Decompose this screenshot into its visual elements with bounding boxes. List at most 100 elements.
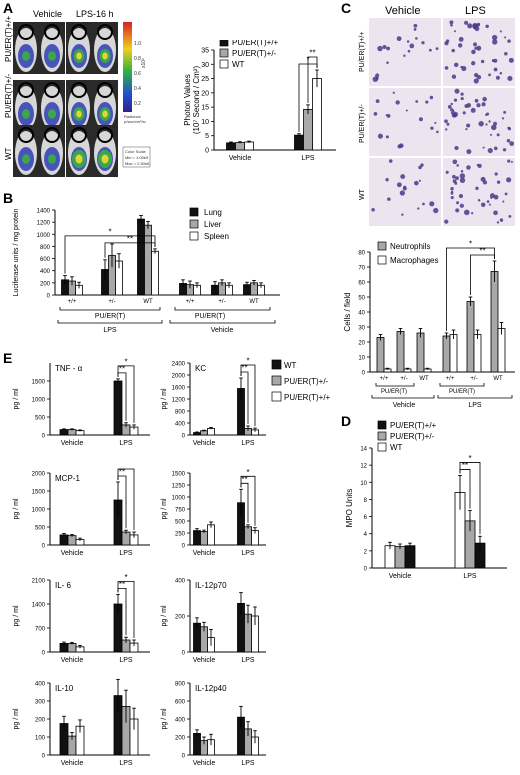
significance-bracket xyxy=(104,242,156,258)
y-tick-label: 30 xyxy=(201,62,209,69)
y-tick-label: 750 xyxy=(175,508,186,514)
caption-bracket xyxy=(59,307,161,311)
stained-cell xyxy=(413,23,418,28)
significance-label: * xyxy=(124,357,127,366)
colorbar-caption-line: Max = 2.50e6 xyxy=(125,161,150,166)
legend-item-pm: PU/ER(T)+/- xyxy=(271,375,329,386)
stained-cell xyxy=(375,76,379,80)
significance-label: * xyxy=(246,468,249,477)
stained-cell xyxy=(454,145,459,151)
stained-cell xyxy=(461,65,467,72)
stained-cell xyxy=(450,187,454,191)
significance-label: ** xyxy=(127,234,133,243)
y-tick-label: 600 xyxy=(175,700,186,706)
legend-swatch xyxy=(219,40,229,47)
stained-cell xyxy=(445,170,449,174)
bar xyxy=(376,337,385,373)
stained-cell xyxy=(488,120,491,123)
stained-cell xyxy=(494,172,498,176)
stained-cell xyxy=(417,207,420,210)
row-label-pu-er-pp: PU/ER(T)+/+ xyxy=(359,32,366,72)
stained-cell xyxy=(473,42,477,47)
chart-title: IL-12p40 xyxy=(195,684,227,693)
stained-cell xyxy=(429,201,435,207)
panel-label-d: D xyxy=(341,413,352,429)
roi-circle xyxy=(18,82,34,98)
stained-cell xyxy=(504,192,508,196)
stained-cell xyxy=(504,36,507,39)
significance-bracket xyxy=(459,469,471,509)
stained-cell xyxy=(386,46,391,51)
stained-cell xyxy=(388,159,393,163)
signal-yellow xyxy=(101,154,109,164)
stained-cell xyxy=(474,46,478,50)
y-tick-label: 2100 xyxy=(32,579,46,585)
y-tick-label: 1500 xyxy=(172,472,186,478)
stained-cell xyxy=(504,51,508,56)
y-tick-label: 14 xyxy=(360,447,367,453)
stained-cell xyxy=(474,98,479,103)
y-tick-label: 700 xyxy=(35,627,46,633)
stained-cell xyxy=(405,109,408,112)
stained-cell xyxy=(466,123,471,128)
y-tick-label: 250 xyxy=(175,532,186,538)
chart-il-6: 0 700 1400 2100 pg / ml IL- 6 Vehicle LPS *** xyxy=(13,573,150,664)
stained-cell xyxy=(456,164,459,167)
bar xyxy=(151,250,159,296)
chart-cells-per-field: 0 10 20 30 40 50 60 70 80 Cells / field +/+ +/- WT +/… xyxy=(343,240,515,409)
y-tick-label: 60 xyxy=(358,281,365,287)
stained-cell xyxy=(450,102,453,106)
x-tick-label: +/+ xyxy=(68,299,77,305)
legend-label: Spleen xyxy=(204,232,229,241)
x-tick-label: Vehicle xyxy=(61,760,84,767)
stained-cell xyxy=(386,61,389,64)
stained-cell xyxy=(472,22,478,29)
stained-cell xyxy=(385,177,389,182)
x-tick-label: LPS xyxy=(119,440,133,447)
stained-cell xyxy=(510,160,513,163)
y-axis-label: pg / ml xyxy=(13,605,20,626)
x-tick-label: Vehicle xyxy=(193,550,216,557)
x-tick-label: Vehicle xyxy=(193,657,216,664)
stained-cell xyxy=(444,41,449,46)
roi-circle xyxy=(18,24,34,40)
colorbar-tick: 1.0 xyxy=(134,41,141,47)
stained-cell xyxy=(373,112,378,116)
stained-cell xyxy=(508,57,514,63)
y-tick-label: 10 xyxy=(360,481,367,487)
bar xyxy=(394,546,406,569)
svg-text:WT: WT xyxy=(284,361,297,370)
y-tick-label: 15 xyxy=(201,105,209,112)
bar xyxy=(404,545,416,569)
significance-bracket xyxy=(117,372,127,421)
legend-swatch xyxy=(377,420,387,430)
bar xyxy=(67,429,77,436)
stained-cell xyxy=(452,174,456,179)
bar xyxy=(226,142,236,151)
legend-swatch xyxy=(377,442,387,452)
y-tick-label: 0 xyxy=(42,544,46,550)
roi-circle xyxy=(18,127,34,143)
significance-label: * xyxy=(246,357,249,366)
y-tick-label: 500 xyxy=(175,520,186,526)
stained-cell xyxy=(476,163,480,167)
bar xyxy=(303,109,313,151)
caption-genotype: PU/ER(T) xyxy=(195,313,225,320)
caption-treatment: Vehicle xyxy=(393,402,416,409)
x-tick-label: +/- xyxy=(218,299,225,305)
stained-cell xyxy=(496,133,500,137)
mouse-image xyxy=(13,22,65,74)
y-tick-label: 10 xyxy=(201,119,209,126)
x-tick-label: Vehicle xyxy=(193,760,216,767)
row-label-pu-er-pm: PU/ER(T)+/- xyxy=(359,104,366,143)
y-tick-label: 1500 xyxy=(32,380,46,386)
col-label-lps: LPS-16 h xyxy=(76,9,114,19)
col-label-vehicle: Vehicle xyxy=(33,9,62,19)
stained-cell xyxy=(508,214,512,218)
stained-cell xyxy=(421,41,425,45)
stained-cell xyxy=(463,209,470,216)
caption-bracket xyxy=(439,383,485,387)
y-tick-label: 400 xyxy=(175,422,186,428)
y-tick-label: 2000 xyxy=(32,472,46,478)
stained-cell xyxy=(454,30,457,33)
